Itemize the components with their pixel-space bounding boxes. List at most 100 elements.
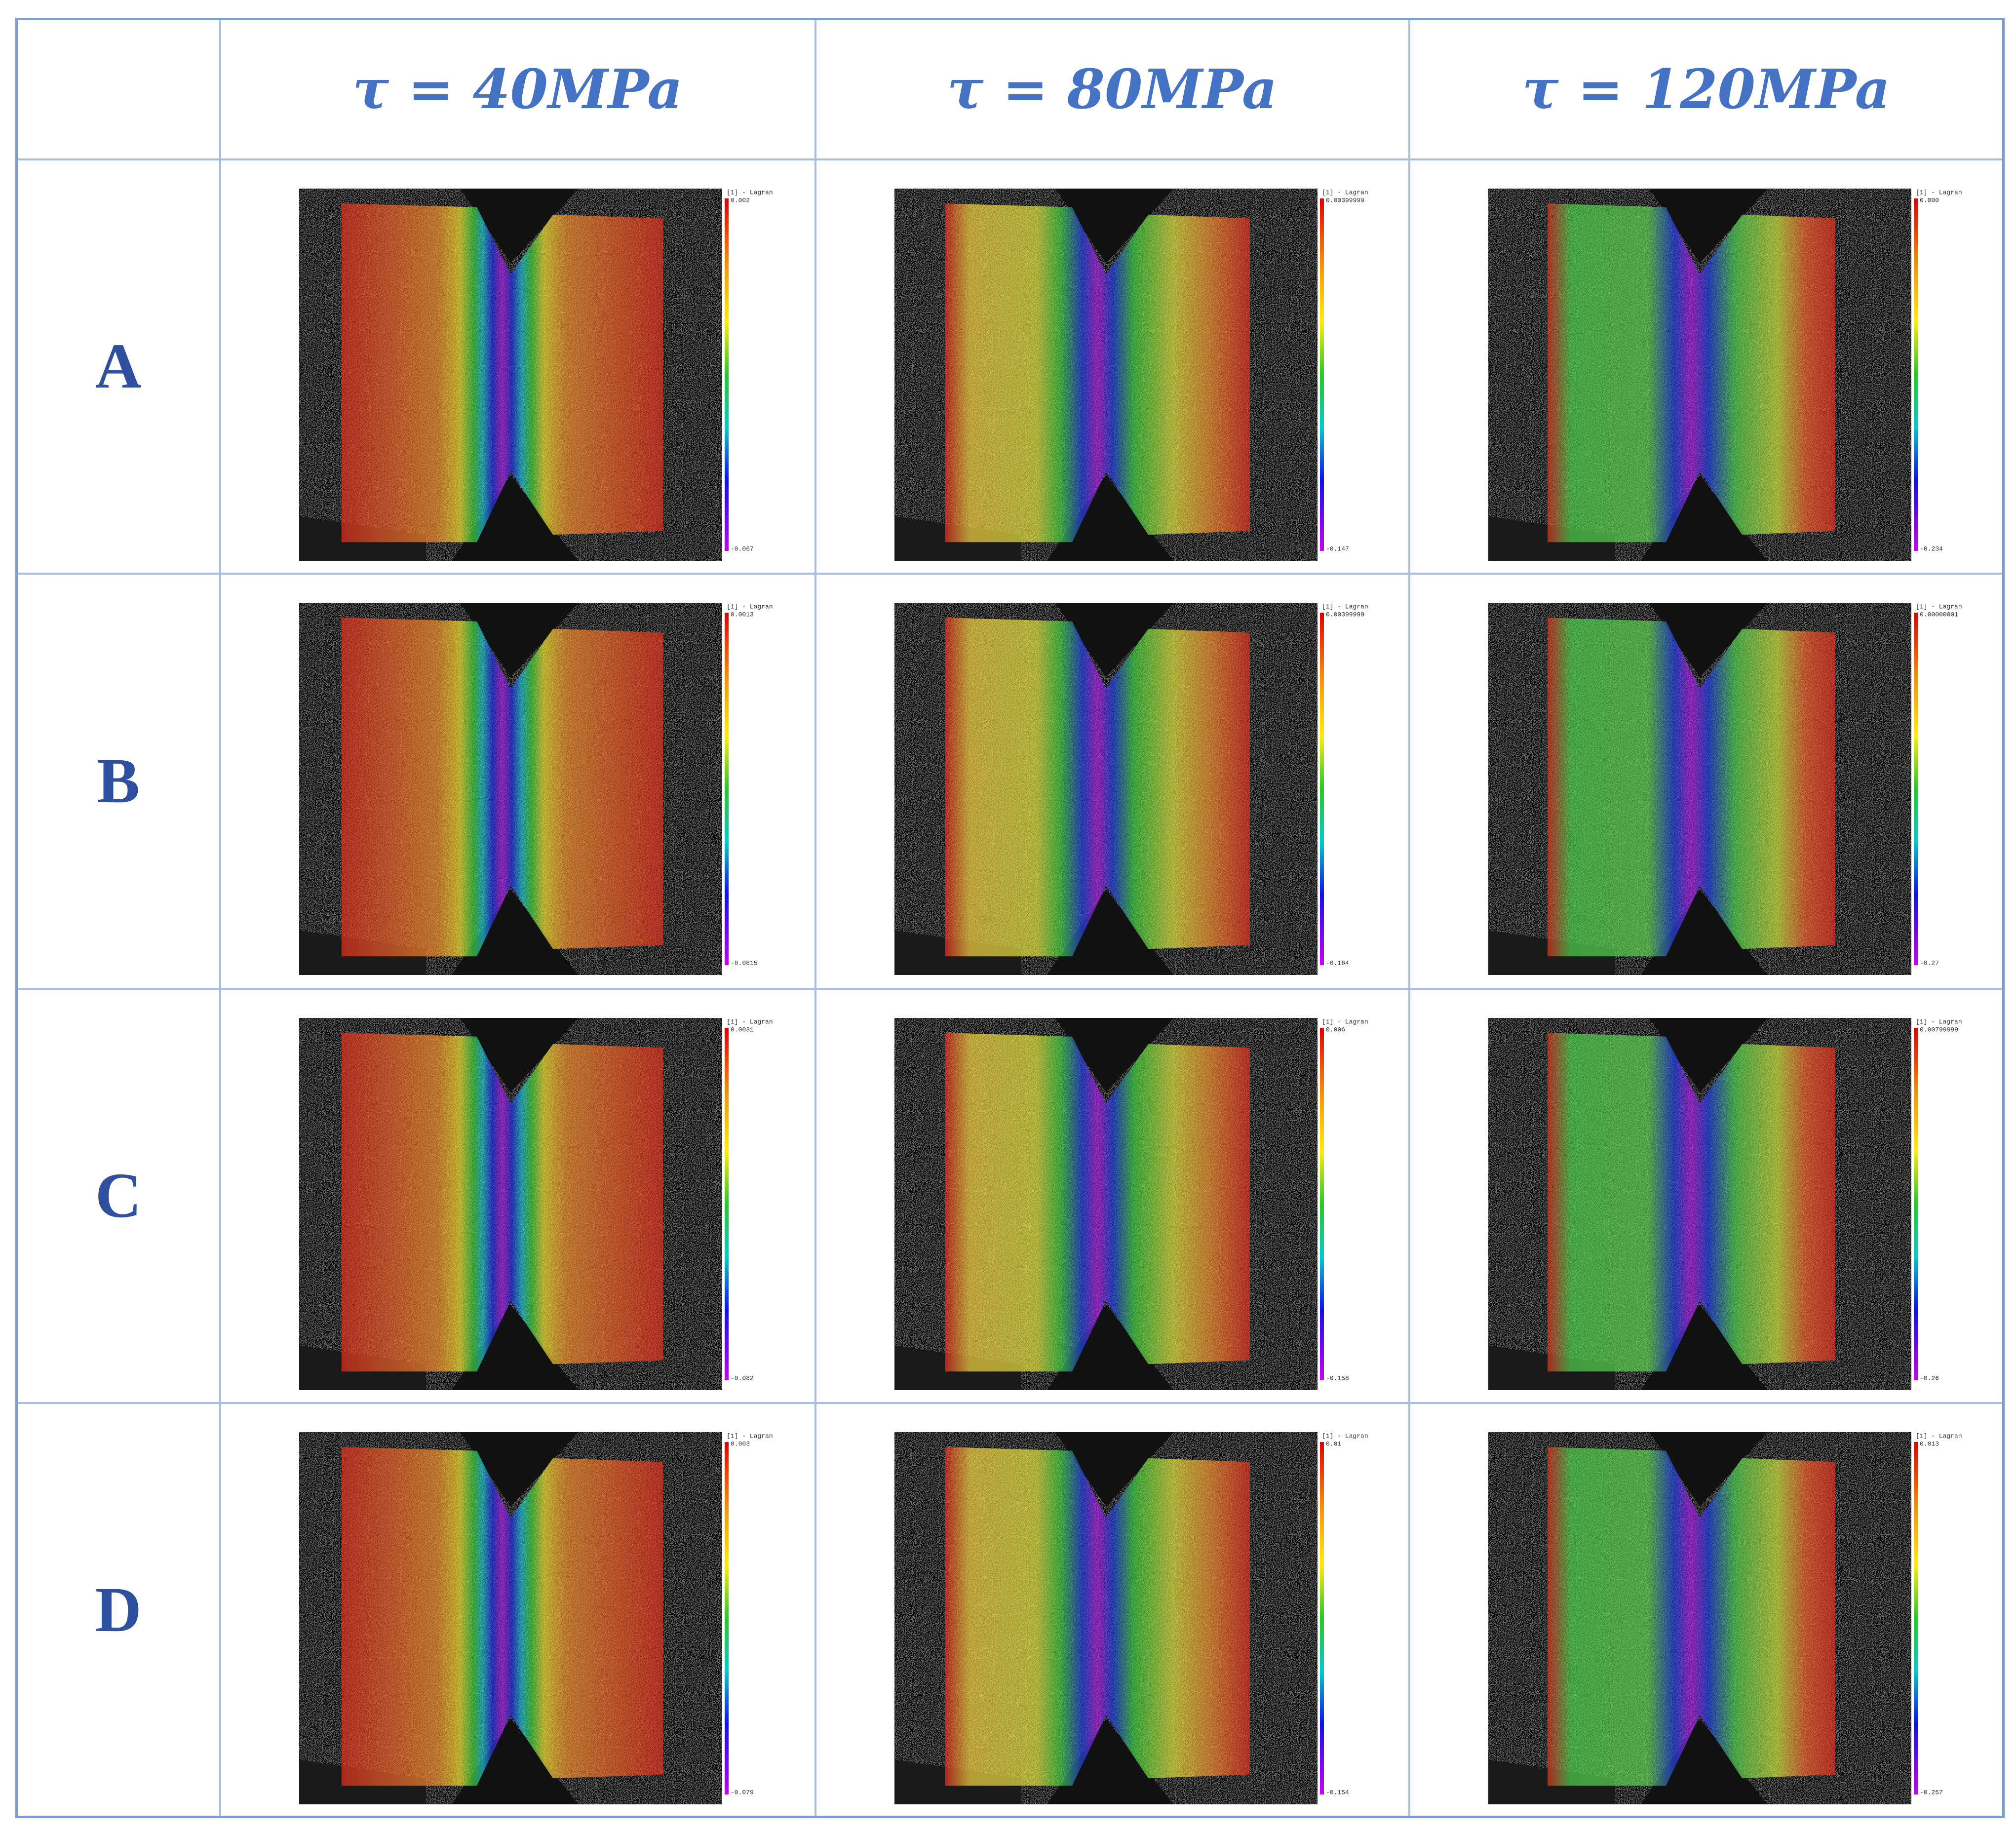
colorbar-bottom: -0.164 xyxy=(1326,959,1349,967)
grip-top xyxy=(460,1432,579,1507)
strain-field xyxy=(1547,1446,1835,1786)
strain-field xyxy=(945,1032,1250,1371)
colorbar-title: [1] - Lagran xyxy=(727,189,773,196)
grip-bottom xyxy=(1047,1718,1174,1804)
colorbar-title: [1] - Lagran xyxy=(1916,1018,1962,1025)
colorbar-top: 0.006 xyxy=(1326,1026,1345,1033)
row-label: A xyxy=(15,158,221,575)
grip-top xyxy=(1649,1017,1768,1092)
strain-field xyxy=(1547,1032,1835,1371)
grip-bottom xyxy=(451,1304,579,1390)
strain-field xyxy=(341,1032,663,1371)
colorbar-top: 0.01 xyxy=(1326,1440,1341,1447)
row-label: D xyxy=(15,1402,221,1818)
colorbar-top: 0.013 xyxy=(1920,1440,1939,1447)
colorbar-top: 0.00399999 xyxy=(1326,196,1364,204)
grip-top xyxy=(1055,1432,1174,1507)
grip-bottom xyxy=(1640,889,1768,975)
colorbar-title: [1] - Lagran xyxy=(1322,189,1368,196)
colorbar-top: 0.000 xyxy=(1920,196,1939,204)
grip-top xyxy=(1055,188,1174,263)
colorbar-bottom: -0.154 xyxy=(1326,1789,1349,1796)
column-header: τ = 80MPa xyxy=(814,18,1410,160)
colorbar xyxy=(1319,612,1324,965)
colorbar-title: [1] - Lagran xyxy=(1916,603,1962,610)
colorbar-bottom: -0.079 xyxy=(731,1789,754,1796)
colorbar-bottom: -0.257 xyxy=(1920,1789,1943,1796)
colorbar-top: 0.00000001 xyxy=(1920,611,1958,618)
column-header: τ = 40MPa xyxy=(219,18,816,160)
grip-top xyxy=(1055,1017,1174,1092)
grip-top xyxy=(1055,602,1174,677)
row-label: B xyxy=(15,572,221,990)
strain-field xyxy=(945,1446,1250,1786)
colorbar-top: 0.0031 xyxy=(731,1026,754,1033)
colorbar-top: 0.0013 xyxy=(731,611,754,618)
strain-field xyxy=(945,617,1250,956)
colorbar xyxy=(1319,198,1324,551)
colorbar-bottom: -0.26 xyxy=(1920,1374,1939,1382)
colorbar-bottom: -0.158 xyxy=(1326,1374,1349,1382)
colorbar-title: [1] - Lagran xyxy=(727,1432,773,1440)
colorbar-title: [1] - Lagran xyxy=(1322,1432,1368,1440)
colorbar-top: 0.003 xyxy=(731,1440,750,1447)
grip-bottom xyxy=(1047,889,1174,975)
strain-field xyxy=(341,203,663,542)
grip-top xyxy=(1649,602,1768,677)
table-wrap: τ = 40MPa τ = 80MPa τ = 120MPa A [1] - La… xyxy=(15,18,2005,1818)
colorbar-bottom: -0.082 xyxy=(731,1374,754,1382)
grip-top xyxy=(460,602,579,677)
row-label: C xyxy=(15,987,221,1404)
colorbar xyxy=(724,198,729,551)
colorbar xyxy=(1913,198,1918,551)
grip-bottom xyxy=(1047,475,1174,561)
colorbar-bottom: -0.234 xyxy=(1920,545,1943,552)
colorbar-top: 0.00399999 xyxy=(1326,611,1364,618)
colorbar xyxy=(724,1441,729,1794)
colorbar-title: [1] - Lagran xyxy=(1916,1432,1962,1440)
colorbar xyxy=(1319,1441,1324,1794)
strain-field xyxy=(1547,203,1835,542)
strain-field xyxy=(945,203,1250,542)
column-header: τ = 120MPa xyxy=(1408,18,2005,160)
colorbar xyxy=(1913,1441,1918,1794)
colorbar-top: 0.002 xyxy=(731,196,750,204)
colorbar xyxy=(724,612,729,965)
strain-field xyxy=(341,617,663,956)
grip-bottom xyxy=(1047,1304,1174,1390)
grip-top xyxy=(460,188,579,263)
grip-top xyxy=(1649,188,1768,263)
figure-table: τ = 40MPa τ = 80MPa τ = 120MPa A [1] - La… xyxy=(15,18,2005,1818)
colorbar-title: [1] - Lagran xyxy=(727,603,773,610)
grip-bottom xyxy=(1640,1718,1768,1804)
strain-field xyxy=(341,1446,663,1786)
corner-cell xyxy=(15,18,221,160)
colorbar-title: [1] - Lagran xyxy=(1322,603,1368,610)
colorbar-title: [1] - Lagran xyxy=(1322,1018,1368,1025)
grip-bottom xyxy=(451,475,579,561)
colorbar xyxy=(1913,1027,1918,1380)
colorbar-top: 0.00799999 xyxy=(1920,1026,1958,1033)
colorbar xyxy=(724,1027,729,1380)
strain-field xyxy=(1547,617,1835,956)
grip-bottom xyxy=(451,1718,579,1804)
colorbar-bottom: -0.147 xyxy=(1326,545,1349,552)
colorbar xyxy=(1913,612,1918,965)
colorbar-bottom: -0.067 xyxy=(731,545,754,552)
colorbar-bottom: -0.27 xyxy=(1920,959,1939,967)
colorbar xyxy=(1319,1027,1324,1380)
colorbar-title: [1] - Lagran xyxy=(1916,189,1962,196)
